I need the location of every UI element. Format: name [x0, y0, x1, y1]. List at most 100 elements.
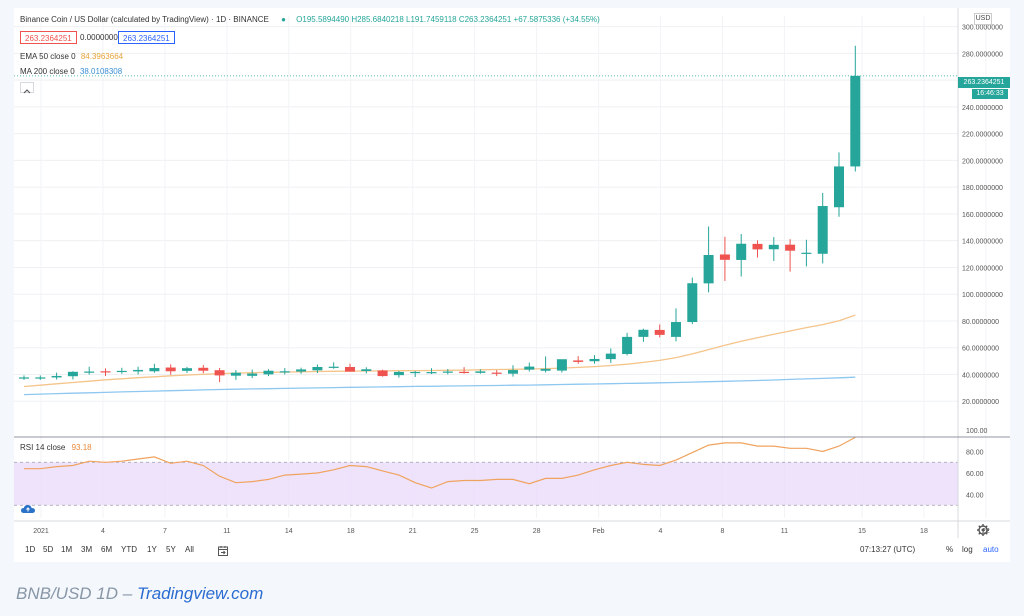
ma-legend[interactable]: MA 200 close 0 38.0108308 [20, 67, 122, 76]
ohlc-readout: O195.5894490 H285.6840218 L191.7459118 C… [296, 15, 600, 24]
candle-body [540, 368, 551, 371]
candle-body [475, 371, 486, 373]
range-3m-button[interactable]: 3M [81, 545, 93, 554]
image-caption: BNB/USD 1D – Tradingview.com [16, 584, 263, 604]
candle-up [230, 370, 241, 380]
candle-down [573, 356, 584, 364]
range-1d-button[interactable]: 1D [25, 545, 36, 554]
chevron-up-icon[interactable] [20, 82, 34, 94]
candle-body [719, 254, 730, 260]
candle-up [671, 308, 681, 342]
cloud-icon[interactable] [20, 502, 36, 514]
rsi-tick-label: 100.00 [966, 428, 988, 435]
candle-body [345, 366, 355, 372]
candle-body [100, 371, 111, 373]
candle-up [149, 363, 160, 373]
candle-body [35, 377, 46, 379]
candle-up [605, 348, 616, 363]
candle-body [410, 371, 421, 374]
candle-body [801, 252, 812, 254]
candle-up [35, 375, 46, 380]
rsi-tick-label: 40.00 [966, 492, 984, 499]
price-tick-label: 140.0000000 [962, 239, 1003, 246]
candle-body [116, 370, 127, 373]
ema-value: 84.3963664 [80, 52, 124, 61]
candle-body [328, 366, 339, 368]
percent-scale-button[interactable]: % [946, 545, 954, 554]
range-5d-button[interactable]: 5D [43, 545, 54, 554]
time-tick-label: 8 [720, 528, 724, 535]
range-toolbar: 1D 5D 1M 3M 6M YTD 1Y 5Y All 07:13:27 (U… [14, 542, 1010, 560]
candle-body [736, 243, 747, 260]
ema-label: EMA 50 close 0 [20, 52, 76, 61]
candle-down [752, 240, 763, 258]
log-scale-button[interactable]: log [962, 545, 973, 554]
candle-body [703, 254, 714, 284]
candle-down [377, 369, 388, 377]
rsi-line [24, 436, 856, 489]
sell-price-button[interactable]: 263.2364251 [20, 31, 77, 44]
candle-down [100, 368, 111, 376]
candle-body [654, 329, 665, 335]
range-6m-button[interactable]: 6M [101, 545, 113, 554]
price-tick-label: 300.0000000 [962, 25, 1003, 32]
calendar-goto-icon[interactable] [217, 544, 229, 556]
candle-body [671, 322, 681, 337]
candle-body [573, 360, 584, 362]
price-tick-label: 280.0000000 [962, 51, 1003, 58]
time-tick-label: 14 [285, 528, 293, 535]
time-tick-label: 4 [101, 528, 105, 535]
buy-price-button[interactable]: 263.2364251 [118, 31, 175, 44]
candle-body [165, 367, 176, 372]
price-tick-label: 120.0000000 [962, 265, 1003, 272]
auto-scale-button[interactable]: auto [983, 545, 999, 554]
rsi-legend[interactable]: RSI 14 close 93.18 [20, 443, 92, 452]
candle-down [491, 370, 502, 377]
chart-title: Binance Coin / US Dollar (calculated by … [20, 15, 269, 24]
candle-body [850, 75, 861, 167]
candle-body [426, 372, 437, 374]
candle-up [182, 366, 192, 373]
ma-label: MA 200 close 0 [20, 67, 75, 76]
candle-up [361, 367, 372, 374]
range-5y-button[interactable]: 5Y [166, 545, 176, 554]
price-tick-label: 80.0000000 [962, 319, 999, 326]
time-tick-label: 2021 [33, 528, 49, 535]
utc-clock[interactable]: 07:13:27 (UTC) [860, 545, 916, 554]
bar-countdown: 16:46:33 [972, 89, 1008, 99]
range-ytd-button[interactable]: YTD [121, 545, 137, 554]
time-tick-label: 28 [533, 528, 541, 535]
candle-up [638, 328, 649, 342]
price-tick-label: 100.0000000 [962, 292, 1003, 299]
candle-down [214, 367, 225, 383]
range-1m-button[interactable]: 1M [61, 545, 73, 554]
candle-up [296, 367, 307, 374]
time-tick-label: Feb [593, 528, 605, 535]
price-tick-label: 220.0000000 [962, 132, 1003, 139]
ma200-line [23, 376, 856, 396]
range-all-button[interactable]: All [185, 545, 194, 554]
ema-legend[interactable]: EMA 50 close 0 84.3963664 [20, 52, 123, 61]
candle-up [247, 369, 258, 379]
candle-body [817, 206, 828, 254]
candle-body [84, 371, 95, 373]
price-tick-label: 200.0000000 [962, 158, 1003, 165]
candle-body [393, 371, 404, 376]
candle-body [508, 370, 518, 374]
time-tick-label: 11 [223, 528, 230, 535]
currency-label[interactable]: USD [974, 13, 992, 25]
range-1y-button[interactable]: 1Y [147, 545, 157, 554]
candle-up [540, 356, 551, 373]
candle-body [296, 369, 307, 372]
candle-up [67, 371, 78, 380]
candle-body [19, 377, 29, 379]
time-tick-label: 22 [982, 528, 990, 535]
candle-body [524, 366, 535, 370]
candle-up [524, 362, 535, 372]
candle-body [361, 369, 372, 372]
caption-source-link[interactable]: Tradingview.com [136, 584, 264, 603]
candle-up [51, 372, 62, 380]
candle-body [785, 244, 796, 251]
gear-icon[interactable] [976, 523, 990, 537]
